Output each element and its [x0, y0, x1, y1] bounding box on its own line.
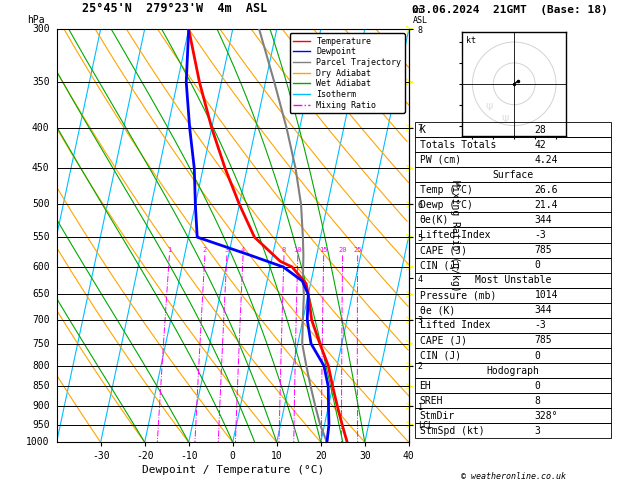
Text: PW (cm): PW (cm) [420, 155, 460, 165]
Text: 1: 1 [167, 247, 172, 253]
Text: 785: 785 [535, 245, 552, 255]
Text: θe (K): θe (K) [420, 305, 455, 315]
Text: 3: 3 [535, 426, 540, 436]
Text: 950: 950 [32, 419, 50, 430]
Text: CIN (J): CIN (J) [420, 260, 460, 270]
Text: SREH: SREH [420, 396, 443, 406]
Text: 800: 800 [32, 361, 50, 371]
Text: 450: 450 [32, 163, 50, 174]
Text: 8: 8 [282, 247, 286, 253]
Text: 21.4: 21.4 [535, 200, 558, 210]
Text: 4.24: 4.24 [535, 155, 558, 165]
Text: 15: 15 [320, 247, 328, 253]
Text: Temp (°C): Temp (°C) [420, 185, 472, 195]
Text: Most Unstable: Most Unstable [475, 275, 552, 285]
Text: 400: 400 [32, 123, 50, 133]
Text: 900: 900 [32, 401, 50, 411]
Text: 0: 0 [535, 350, 540, 361]
Text: 750: 750 [32, 339, 50, 348]
Text: hPa: hPa [26, 15, 44, 25]
Text: 650: 650 [32, 290, 50, 299]
Text: 0: 0 [535, 260, 540, 270]
X-axis label: Dewpoint / Temperature (°C): Dewpoint / Temperature (°C) [142, 466, 324, 475]
Text: CAPE (J): CAPE (J) [420, 335, 467, 346]
Text: 550: 550 [32, 232, 50, 242]
Text: Surface: Surface [493, 170, 534, 180]
Text: Totals Totals: Totals Totals [420, 139, 496, 150]
Text: 4: 4 [241, 247, 245, 253]
Text: Dewp (°C): Dewp (°C) [420, 200, 472, 210]
Y-axis label: Mixing Ratio (g/kg): Mixing Ratio (g/kg) [450, 180, 460, 292]
Text: 350: 350 [32, 77, 50, 87]
Legend: Temperature, Dewpoint, Parcel Trajectory, Dry Adiabat, Wet Adiabat, Isotherm, Mi: Temperature, Dewpoint, Parcel Trajectory… [290, 34, 404, 113]
Text: 344: 344 [535, 305, 552, 315]
Text: 600: 600 [32, 262, 50, 272]
Text: 20: 20 [338, 247, 347, 253]
Text: CIN (J): CIN (J) [420, 350, 460, 361]
Text: 26.6: 26.6 [535, 185, 558, 195]
Text: 300: 300 [32, 24, 50, 34]
Text: 25: 25 [353, 247, 362, 253]
Text: 8: 8 [535, 396, 540, 406]
Text: Pressure (mb): Pressure (mb) [420, 290, 496, 300]
Text: 10: 10 [294, 247, 302, 253]
Text: θe(K): θe(K) [420, 215, 449, 225]
Text: ψ: ψ [502, 113, 509, 123]
Text: 0: 0 [535, 381, 540, 391]
Text: 700: 700 [32, 315, 50, 325]
Text: 28: 28 [535, 124, 547, 135]
Text: 785: 785 [535, 335, 552, 346]
Text: 328°: 328° [535, 411, 558, 421]
Text: 344: 344 [535, 215, 552, 225]
Text: Lifted Index: Lifted Index [420, 230, 490, 240]
Text: 2: 2 [203, 247, 207, 253]
Text: 1000: 1000 [26, 437, 50, 447]
Text: -3: -3 [535, 230, 547, 240]
Text: 3: 3 [225, 247, 229, 253]
Text: CAPE (J): CAPE (J) [420, 245, 467, 255]
Text: 1014: 1014 [535, 290, 558, 300]
Text: K: K [420, 124, 425, 135]
Text: EH: EH [420, 381, 431, 391]
Text: 500: 500 [32, 199, 50, 209]
Text: kt: kt [466, 36, 476, 45]
Text: 42: 42 [535, 139, 547, 150]
Text: ψ: ψ [485, 101, 493, 111]
Text: © weatheronline.co.uk: © weatheronline.co.uk [461, 472, 565, 481]
Text: 25°45'N  279°23'W  4m  ASL: 25°45'N 279°23'W 4m ASL [82, 1, 267, 15]
Text: 850: 850 [32, 382, 50, 392]
Text: Lifted Index: Lifted Index [420, 320, 490, 330]
Text: Hodograph: Hodograph [487, 365, 540, 376]
Text: km
ASL: km ASL [413, 6, 427, 25]
Text: StmDir: StmDir [420, 411, 455, 421]
Text: 03.06.2024  21GMT  (Base: 18): 03.06.2024 21GMT (Base: 18) [412, 4, 608, 15]
Text: StmSpd (kt): StmSpd (kt) [420, 426, 484, 436]
Text: -3: -3 [535, 320, 547, 330]
